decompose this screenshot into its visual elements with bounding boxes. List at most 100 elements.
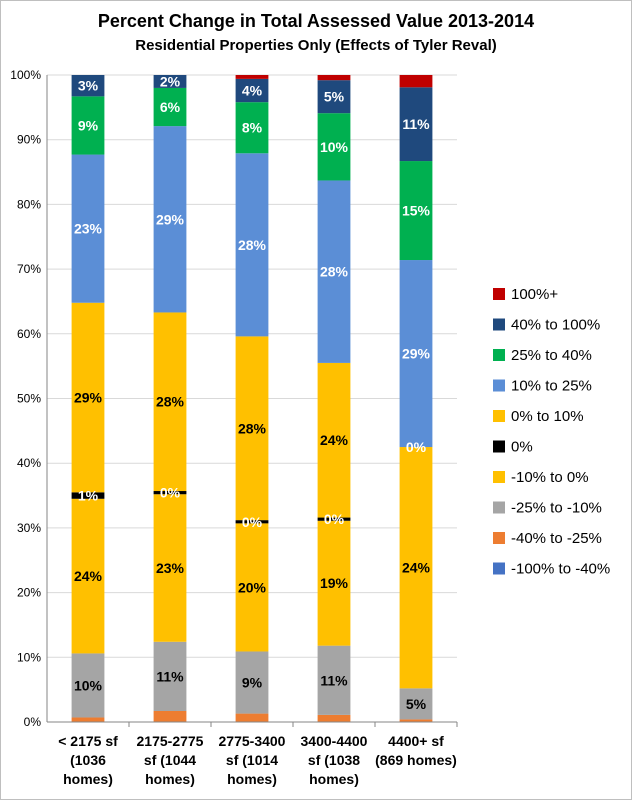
- x-tick-label: homes): [145, 771, 195, 787]
- bar-segment: [399, 447, 433, 689]
- legend-swatch: [493, 288, 505, 300]
- data-label: 10%: [74, 677, 103, 693]
- y-tick-label: 90%: [17, 133, 41, 147]
- data-label: 19%: [320, 575, 349, 591]
- bars: [71, 75, 433, 722]
- bar-segment: [71, 154, 105, 303]
- legend-swatch: [493, 471, 505, 483]
- x-tick-label: homes): [227, 771, 277, 787]
- x-tick-label: sf (1044: [144, 752, 196, 768]
- data-label: 28%: [156, 394, 185, 410]
- y-tick-label: 100%: [10, 68, 41, 82]
- legend-swatch: [493, 501, 505, 514]
- data-label: 3%: [78, 78, 99, 94]
- y-tick-label: 40%: [17, 456, 41, 470]
- legend-swatch: [493, 318, 505, 331]
- legend-label: -100% to -40%: [511, 561, 610, 578]
- bar-segment: [71, 498, 105, 654]
- bar-segment: [317, 180, 351, 363]
- data-label: 5%: [406, 696, 427, 712]
- bar-segment: [317, 80, 351, 114]
- bar-segment: [71, 492, 105, 499]
- legend-label: 0% to 10%: [511, 408, 584, 425]
- bar-segment: [235, 520, 269, 524]
- bar-segment: [235, 651, 269, 714]
- legend-swatch: [493, 379, 505, 392]
- y-tick-label: 30%: [17, 521, 41, 535]
- y-tick-label: 20%: [17, 586, 41, 600]
- bar-segment: [399, 260, 433, 448]
- bar-segment: [235, 336, 269, 521]
- axes: 0% 10% 20% 30% 40% 50% 60% 70% 80% 90% 100% < 2175 …: [10, 68, 458, 787]
- data-label: 5%: [324, 89, 345, 105]
- bar-segment: [399, 161, 433, 261]
- bar-segment: [153, 126, 187, 313]
- data-label: 15%: [402, 203, 431, 219]
- data-label: 9%: [242, 675, 263, 691]
- legend-swatch: [493, 532, 505, 544]
- bar-segment: [153, 87, 187, 127]
- data-label: 1%: [78, 488, 99, 504]
- data-label: 29%: [74, 390, 103, 406]
- bar-segment: [317, 714, 351, 722]
- x-tick-label: < 2175 sf: [58, 733, 118, 749]
- x-tick-label: (1036: [70, 752, 106, 768]
- legend-label: 40% to 100%: [511, 317, 600, 334]
- legend-swatch: [493, 410, 505, 422]
- bar-segment: [235, 75, 269, 79]
- bar-segment: [71, 96, 105, 155]
- x-tick-label: sf (1038: [308, 752, 360, 768]
- bar-segment: [153, 312, 187, 492]
- data-label: 29%: [402, 346, 431, 362]
- bar-segment: [399, 87, 433, 162]
- data-label: 28%: [320, 264, 349, 280]
- x-tick-label: homes): [63, 771, 113, 787]
- bar-segment: [235, 78, 269, 103]
- bar-segment: [235, 102, 269, 154]
- x-tick-label: 4400+ sf: [388, 733, 444, 749]
- chart-subtitle: Residential Properties Only (Effects of …: [135, 37, 497, 54]
- bar-segment: [71, 75, 105, 97]
- y-tick-label: 60%: [17, 327, 41, 341]
- data-label: 8%: [242, 120, 263, 136]
- data-label: 6%: [160, 99, 181, 115]
- x-tick-label: (869 homes): [375, 752, 457, 768]
- x-tick-label: sf (1014: [226, 752, 278, 768]
- legend-swatch: [493, 349, 505, 361]
- y-tick-label: 10%: [17, 650, 41, 664]
- bar-segment: [235, 153, 269, 337]
- data-label: 2%: [160, 73, 181, 89]
- bar-segment: [317, 517, 351, 521]
- bar-segment: [399, 75, 433, 88]
- data-label: 28%: [238, 237, 267, 253]
- bar-segment: [235, 523, 269, 652]
- data-label: 11%: [156, 668, 184, 684]
- data-label: 0%: [406, 439, 427, 455]
- data-label: 10%: [320, 139, 349, 155]
- data-label: 11%: [402, 116, 430, 132]
- bar-segment: [317, 113, 351, 181]
- bar-segment: [153, 494, 187, 642]
- legend-label: 100%+: [511, 286, 558, 303]
- legend-label: -40% to -25%: [511, 530, 602, 547]
- data-label: 23%: [74, 221, 103, 237]
- bar-segment: [153, 491, 187, 495]
- bar-segment: [153, 75, 187, 88]
- legend-swatch: [493, 440, 505, 453]
- bar-segment: [235, 713, 269, 722]
- legend-label: 25% to 40%: [511, 347, 592, 364]
- legend-label: 10% to 25%: [511, 378, 592, 395]
- legend-swatch: [493, 562, 505, 575]
- data-label: 20%: [238, 579, 267, 595]
- data-label: 23%: [156, 560, 185, 576]
- legend-label: -25% to -10%: [511, 500, 602, 517]
- data-label: 11%: [320, 672, 348, 688]
- bar-segment: [317, 75, 351, 81]
- bar-segment: [317, 645, 351, 715]
- bar-segment: [399, 719, 433, 722]
- legend: 100%+ 40% to 100% 25% to 40% 10% to 25% 0% t…: [493, 286, 610, 578]
- bar-segment: [71, 302, 105, 493]
- bar-segment: [317, 520, 351, 646]
- data-label: 0%: [160, 485, 181, 501]
